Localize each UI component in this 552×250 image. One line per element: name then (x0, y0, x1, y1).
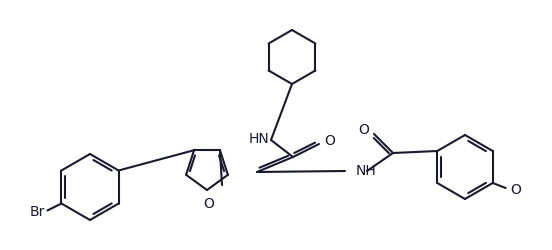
Text: HN: HN (248, 132, 269, 146)
Text: O: O (324, 134, 335, 148)
Text: O: O (358, 123, 369, 137)
Text: O: O (511, 183, 522, 197)
Text: Br: Br (30, 206, 45, 220)
Text: NH: NH (356, 164, 377, 178)
Text: O: O (204, 197, 214, 211)
